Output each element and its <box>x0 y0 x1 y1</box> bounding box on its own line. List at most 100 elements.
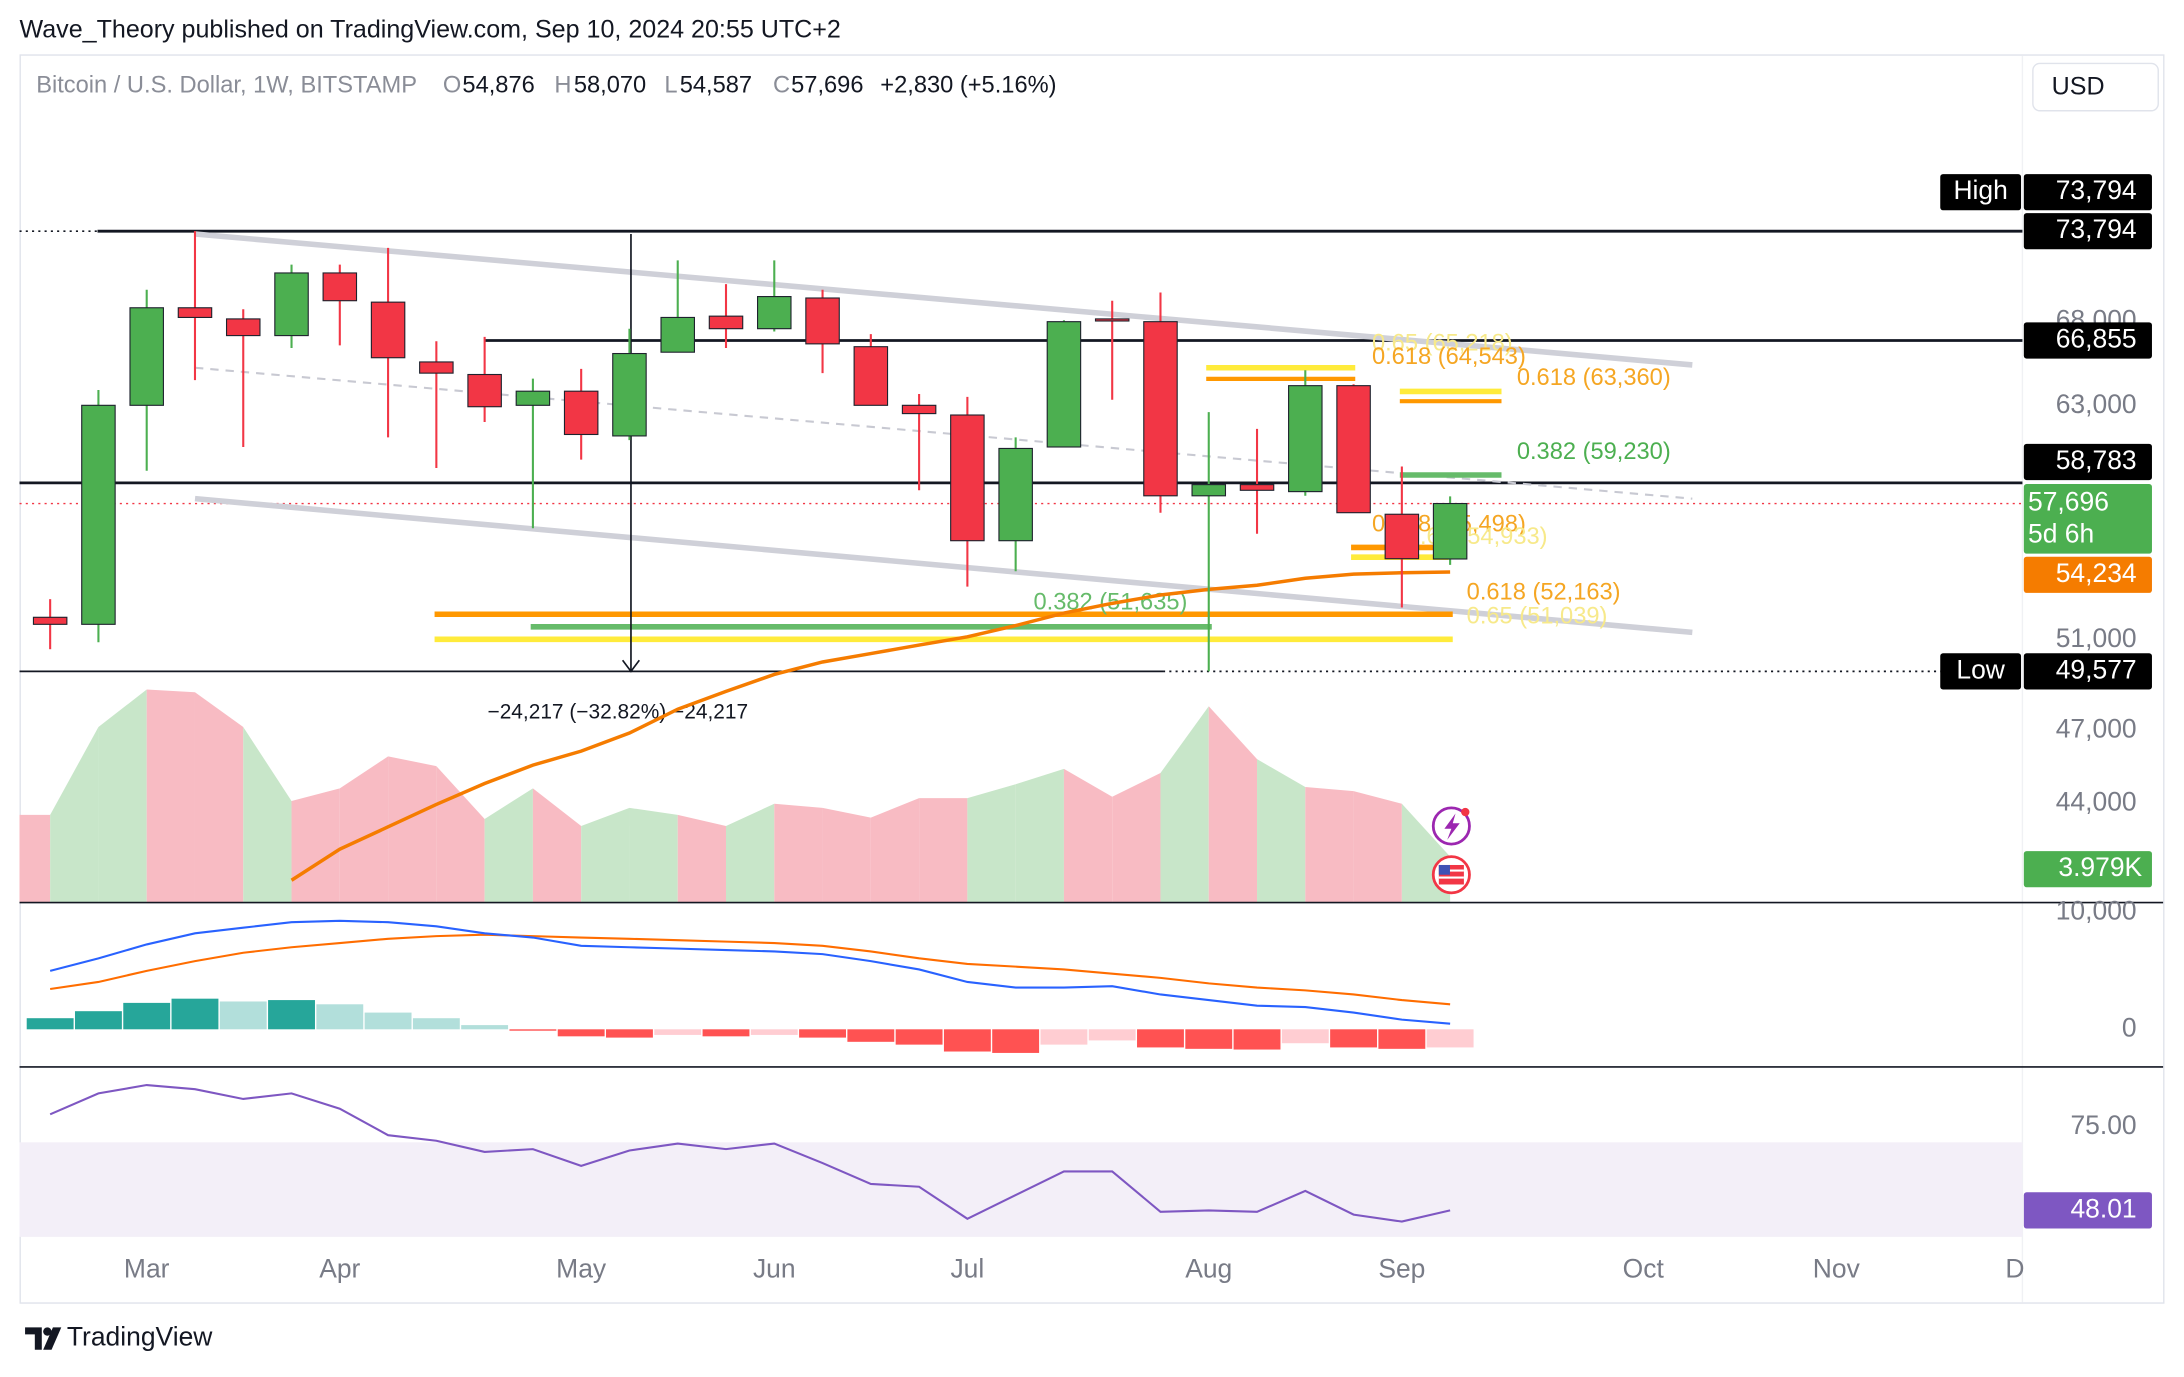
volume-area <box>194 692 244 903</box>
volume-area <box>967 784 1016 903</box>
macd-histogram <box>364 1012 412 1030</box>
rsi-band <box>19 1142 2023 1237</box>
x-tick-label: Aug <box>1185 1253 1232 1283</box>
annotation: 0.618 (63,360) <box>1517 365 1671 391</box>
footer-logo <box>25 1327 62 1350</box>
legend-symbol: Bitcoin / U.S. Dollar, 1W, BITSTAMP <box>36 73 417 99</box>
footer-brand: TradingView <box>67 1322 213 1352</box>
candle-body <box>853 346 889 406</box>
macd-histogram <box>1040 1029 1088 1045</box>
measure-arrow <box>621 659 640 673</box>
candle-body <box>1239 484 1275 491</box>
volume-area <box>822 807 871 903</box>
macd-histogram <box>702 1029 750 1037</box>
volume-area <box>98 689 147 903</box>
candle-body <box>901 404 937 415</box>
volume-area <box>774 803 823 903</box>
candle-body <box>757 296 792 330</box>
annotation: 0.618 (52,163) <box>1467 580 1621 606</box>
x-tick-label: D <box>2005 1253 2024 1283</box>
volume-area <box>726 803 775 903</box>
candle-body <box>998 447 1033 542</box>
volume-area <box>291 788 340 903</box>
candle-body <box>660 316 696 353</box>
y-tick-label: 44,000 <box>2056 786 2137 816</box>
candle-body <box>32 616 68 625</box>
macd-histogram <box>1281 1029 1329 1044</box>
volume-area <box>19 814 51 903</box>
channel-lower <box>194 495 1693 636</box>
legend-open: 54,876 <box>462 73 534 99</box>
candle-body <box>563 390 599 436</box>
channel-mid <box>194 366 1693 500</box>
price-tag: High <box>1953 175 2007 205</box>
annotation: 0.65 (65,218) <box>1372 330 1513 356</box>
macd-histogram <box>606 1029 653 1038</box>
volume-area <box>1257 759 1306 903</box>
legend-change: +2,830 (+5.16%) <box>880 73 1056 99</box>
macd-histogram <box>268 1000 315 1030</box>
main-layer: 0.65 (65,218)0.618 (64,543)0.618 (63,360… <box>26 231 1671 1223</box>
price-label: 73,794 <box>2056 214 2137 244</box>
annotation: 0.65 (54,933) <box>1407 524 1548 550</box>
chart-frame <box>19 54 2165 1304</box>
volume-area <box>50 727 99 903</box>
macd-histogram <box>461 1025 509 1030</box>
annotation: 0.65 (51,039) <box>1467 603 1608 629</box>
annotation: 0.382 (59,230) <box>1517 439 1671 465</box>
legend-l-label: L <box>664 73 677 99</box>
price-label: 54,234 <box>2056 558 2137 588</box>
candle-body <box>612 352 647 437</box>
macd-histogram <box>750 1029 798 1035</box>
price-label-box <box>2023 213 2152 250</box>
logo-mark <box>43 1327 62 1350</box>
price-label: 49,577 <box>2056 654 2137 684</box>
candle-body <box>1384 513 1420 560</box>
event-icons <box>1431 806 1471 895</box>
rsi-line <box>49 1083 1451 1223</box>
rsi-tick-label: 75.00 <box>2070 1110 2136 1140</box>
price-label: 73,794 <box>2056 175 2137 205</box>
price-label-box <box>2023 174 2152 211</box>
x-tick-label: Mar <box>124 1253 170 1283</box>
price-label-box <box>2023 322 2152 359</box>
macd-histogram <box>1088 1029 1136 1041</box>
x-tick-label: May <box>556 1253 607 1283</box>
annotation: 0.618 (64,543) <box>1372 344 1526 370</box>
x-tick-label: Oct <box>1623 1253 1665 1283</box>
macd-histogram <box>412 1018 460 1030</box>
legend-c-label: C <box>773 73 790 99</box>
macd-histogram <box>1426 1029 1474 1048</box>
macd-histogram <box>654 1029 702 1035</box>
icon-lightning-bolt <box>1444 813 1460 840</box>
currency-button[interactable] <box>2032 62 2159 112</box>
candle-body <box>805 297 840 345</box>
volume-area <box>1112 773 1161 903</box>
macd-histogram <box>316 1004 364 1030</box>
legend-low: 54,587 <box>680 73 752 99</box>
legend-close: 57,696 <box>791 73 863 99</box>
volume-area <box>1353 791 1402 903</box>
x-tick-label: Apr <box>319 1253 360 1283</box>
legend-high: 58,070 <box>574 73 646 99</box>
macd-histogram <box>1185 1029 1233 1049</box>
macd-histogram <box>171 998 219 1030</box>
volume-label: 3.979K <box>2058 852 2142 882</box>
macd-histogram <box>26 1018 74 1030</box>
publish-info: Wave_Theory published on TradingView.com… <box>19 15 840 43</box>
macd-histogram <box>1330 1029 1378 1048</box>
candle-body <box>419 361 454 374</box>
volume-area <box>1063 768 1113 903</box>
x-tick-label: Jun <box>753 1253 796 1283</box>
candle-body <box>322 272 358 302</box>
candle-body <box>467 373 502 408</box>
currency-label[interactable]: USD <box>2052 72 2105 100</box>
channel-upper <box>194 231 1693 368</box>
rsi-label: 48.01 <box>2070 1193 2136 1223</box>
candle-body <box>274 272 309 337</box>
volume-area <box>1305 786 1354 903</box>
candle-body <box>1432 502 1468 560</box>
macd-histogram <box>557 1029 605 1037</box>
x-tick-label: Sep <box>1378 1253 1425 1283</box>
macd-histogram <box>943 1029 991 1052</box>
